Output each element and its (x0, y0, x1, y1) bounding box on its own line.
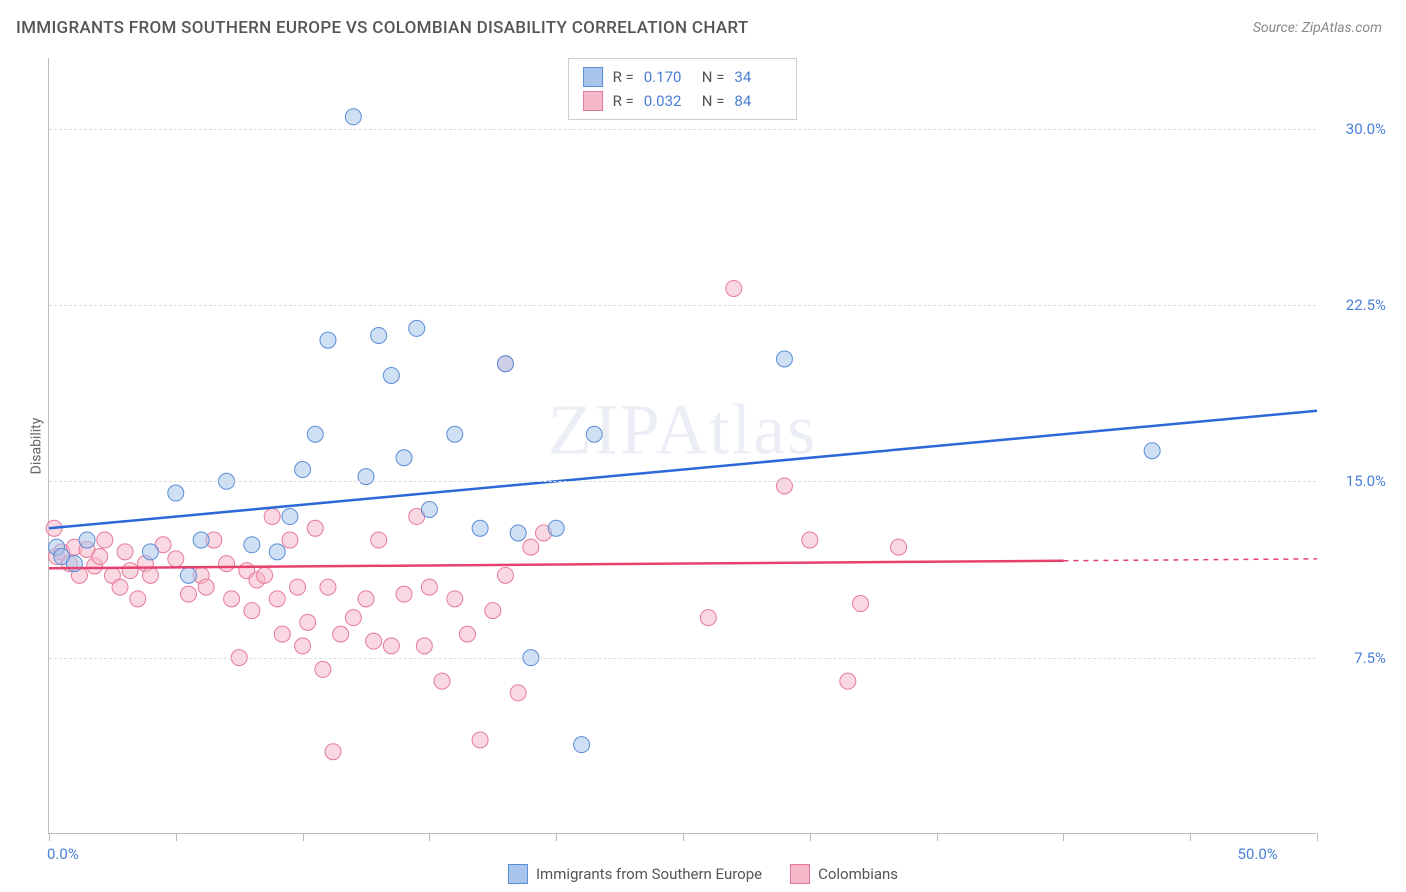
n-label: N = (702, 92, 725, 110)
x-tick (429, 833, 430, 841)
x-tick (810, 833, 811, 841)
legend-item: Immigrants from Southern Europe (508, 864, 762, 884)
x-tick-label: 0.0% (47, 845, 79, 863)
chart-title: IMMIGRANTS FROM SOUTHERN EUROPE VS COLOM… (16, 18, 749, 38)
n-label: N = (702, 68, 725, 86)
y-axis-label: Disability (28, 418, 44, 475)
x-tick (176, 833, 177, 841)
y-tick-label: 7.5% (1326, 649, 1386, 667)
legend-label: Immigrants from Southern Europe (536, 865, 762, 883)
x-tick (49, 833, 50, 841)
n-value: 84 (734, 92, 782, 110)
x-tick (1063, 833, 1064, 841)
legend-stats-box: R = 0.170 N = 34 R = 0.032 N = 84 (568, 58, 798, 120)
scatter-plot: ZIPAtlas R = 0.170 N = 34 R = 0.032 N = … (48, 58, 1316, 834)
x-tick (1317, 833, 1318, 841)
chart-svg (49, 58, 1316, 833)
x-tick (556, 833, 557, 841)
legend-swatch-blue (508, 864, 528, 884)
n-value: 34 (734, 68, 782, 86)
x-tick (683, 833, 684, 841)
gridline (49, 658, 1316, 659)
r-value: 0.032 (644, 92, 692, 110)
legend-swatch-blue (583, 67, 603, 87)
legend-item: Colombians (790, 864, 898, 884)
y-tick-label: 15.0% (1326, 472, 1386, 490)
x-tick (303, 833, 304, 841)
y-tick-label: 30.0% (1326, 120, 1386, 138)
x-tick (937, 833, 938, 841)
x-tick (1190, 833, 1191, 841)
gridline (49, 481, 1316, 482)
r-label: R = (613, 92, 634, 110)
legend-swatch-pink (790, 864, 810, 884)
y-tick-label: 22.5% (1326, 296, 1386, 314)
r-label: R = (613, 68, 634, 86)
legend-stats-row: R = 0.170 N = 34 (583, 65, 783, 89)
source-attribution: Source: ZipAtlas.com (1253, 20, 1382, 36)
gridline (49, 129, 1316, 130)
legend-swatch-pink (583, 91, 603, 111)
x-tick-label: 50.0% (1238, 845, 1278, 863)
r-value: 0.170 (644, 68, 692, 86)
gridline (49, 305, 1316, 306)
legend-series: Immigrants from Southern Europe Colombia… (508, 864, 898, 884)
legend-label: Colombians (818, 865, 898, 883)
legend-stats-row: R = 0.032 N = 84 (583, 89, 783, 113)
